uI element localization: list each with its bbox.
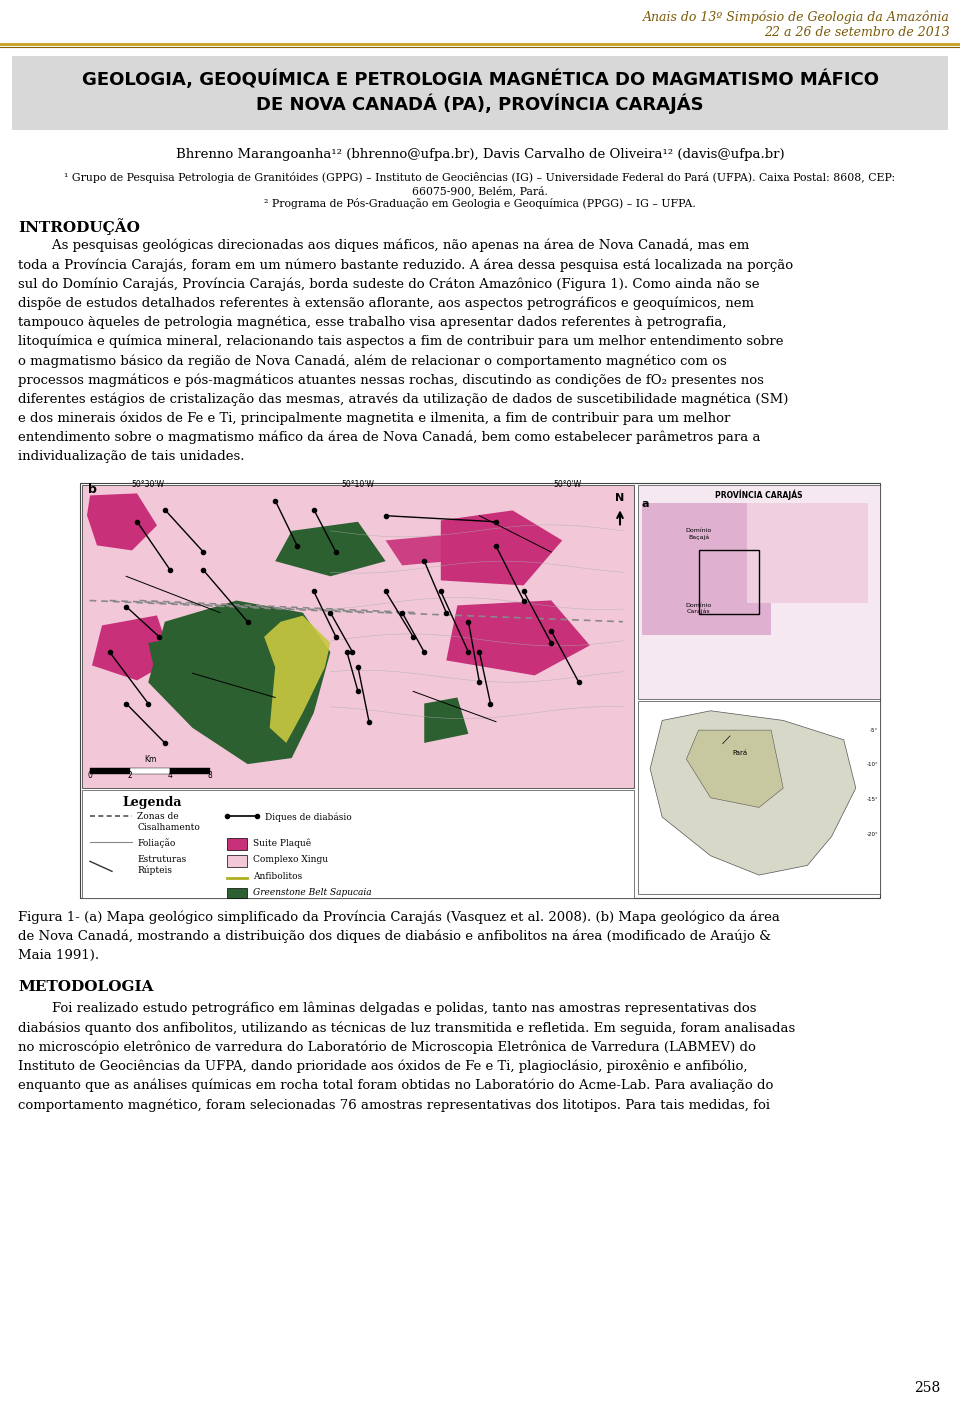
Text: dispõe de estudos detalhados referentes à extensão aflorante, aos aspectos petro: dispõe de estudos detalhados referentes … — [18, 296, 754, 310]
Polygon shape — [642, 503, 771, 634]
Text: Domínio
Carajás: Domínio Carajás — [685, 603, 711, 615]
Bar — [699, 550, 759, 613]
Bar — [82, 791, 634, 898]
Text: no microscópio eletrônico de varredura do Laboratório de Microscopia Eletrônica : no microscópio eletrônico de varredura d… — [18, 1041, 756, 1053]
Polygon shape — [686, 730, 783, 808]
Text: Zonas de
Cisalhamento: Zonas de Cisalhamento — [137, 812, 200, 832]
Text: diferentes estágios de cristalização das mesmas, através da utilização de dados : diferentes estágios de cristalização das… — [18, 392, 788, 406]
Text: 50°0'W: 50°0'W — [554, 481, 582, 489]
Text: processos magmáticos e pós-magmáticos atuantes nessas rochas, discutindo as cond: processos magmáticos e pós-magmáticos at… — [18, 374, 764, 386]
Polygon shape — [264, 616, 330, 743]
Text: DE NOVA CANADÁ (PA), PROVÍNCIA CARAJÁS: DE NOVA CANADÁ (PA), PROVÍNCIA CARAJÁS — [256, 93, 704, 113]
Text: entendimento sobre o magmatismo máfico da área de Nova Canadá, bem como estabele: entendimento sobre o magmatismo máfico d… — [18, 431, 760, 444]
Polygon shape — [441, 510, 563, 585]
Text: 50°30'W: 50°30'W — [132, 481, 165, 489]
Text: Bhrenno Marangoanha¹² (bhrenno@ufpa.br), Davis Carvalho de Oliveira¹² (davis@ufp: Bhrenno Marangoanha¹² (bhrenno@ufpa.br),… — [176, 148, 784, 161]
Text: Domínio
Baçajá: Domínio Baçajá — [685, 529, 711, 540]
Text: 4: 4 — [168, 771, 173, 780]
Text: Km: Km — [144, 756, 156, 764]
Text: -10°: -10° — [866, 763, 878, 767]
Text: litoquímica e química mineral, relacionando tais aspectos a fim de contribuir pa: litoquímica e química mineral, relaciona… — [18, 336, 783, 348]
Polygon shape — [87, 493, 157, 550]
Text: a: a — [642, 499, 650, 509]
Text: 50°10'W: 50°10'W — [342, 481, 374, 489]
Bar — [82, 485, 634, 788]
Text: 0: 0 — [87, 771, 92, 780]
Text: Estruturas
Rúpteis: Estruturas Rúpteis — [137, 856, 186, 876]
Bar — [80, 484, 880, 898]
Bar — [130, 768, 170, 774]
Polygon shape — [747, 503, 868, 603]
Polygon shape — [92, 615, 172, 681]
Text: Greenstone Belt Sapucaia: Greenstone Belt Sapucaia — [253, 888, 372, 897]
Text: individualização de tais unidades.: individualização de tais unidades. — [18, 450, 245, 464]
Polygon shape — [386, 536, 457, 565]
Text: -5°: -5° — [870, 728, 878, 733]
Text: e dos minerais óxidos de Fe e Ti, principalmente magnetita e ilmenita, a fim de : e dos minerais óxidos de Fe e Ti, princi… — [18, 412, 731, 426]
Polygon shape — [650, 711, 855, 876]
Text: Foi realizado estudo petrográfico em lâminas delgadas e polidas, tanto nas amost: Foi realizado estudo petrográfico em lâm… — [18, 1003, 756, 1015]
Text: Anfibolitos: Anfibolitos — [253, 873, 302, 881]
Text: N: N — [615, 493, 625, 503]
Text: GEOLOGIA, GEOQUÍMICA E PETROLOGIA MAGNÉTICA DO MAGMATISMO MÁFICO: GEOLOGIA, GEOQUÍMICA E PETROLOGIA MAGNÉT… — [82, 70, 878, 89]
Text: tampouco àqueles de petrologia magnética, esse trabalho visa apresentar dados re: tampouco àqueles de petrologia magnética… — [18, 316, 727, 330]
Text: comportamento magnético, foram selecionadas 76 amostras representativas dos lito: comportamento magnético, foram seleciona… — [18, 1098, 770, 1111]
Text: 2: 2 — [128, 771, 132, 780]
Text: Anais do 13º Simpósio de Geologia da Amazônia: Anais do 13º Simpósio de Geologia da Ama… — [643, 10, 950, 24]
Polygon shape — [148, 601, 330, 764]
Text: Maia 1991).: Maia 1991). — [18, 949, 99, 962]
Text: ² Programa de Pós-Graduação em Geologia e Geoquímica (PPGG) – IG – UFPA.: ² Programa de Pós-Graduação em Geologia … — [264, 197, 696, 209]
Text: METODOLOGIA: METODOLOGIA — [18, 980, 154, 994]
Bar — [170, 768, 210, 774]
Text: enquanto que as análises químicas em rocha total foram obtidas no Laboratório do: enquanto que as análises químicas em roc… — [18, 1079, 774, 1093]
Text: -15°: -15° — [866, 797, 878, 802]
Polygon shape — [446, 601, 589, 675]
Bar — [227, 856, 247, 867]
Text: diabásios quanto dos anfibolitos, utilizando as técnicas de luz transmitida e re: diabásios quanto dos anfibolitos, utiliz… — [18, 1021, 795, 1035]
Text: Foliação: Foliação — [137, 839, 176, 849]
Text: As pesquisas geológicas direcionadas aos diques máficos, não apenas na área de N: As pesquisas geológicas direcionadas aos… — [18, 240, 749, 252]
Text: 66075-900, Belém, Pará.: 66075-900, Belém, Pará. — [412, 185, 548, 196]
Text: -20°: -20° — [866, 832, 878, 838]
Text: Complexo Xingu: Complexo Xingu — [253, 856, 328, 864]
Bar — [90, 768, 130, 774]
Text: sul do Domínio Carajás, Província Carajás, borda sudeste do Cráton Amazônico (Fi: sul do Domínio Carajás, Província Carajá… — [18, 278, 759, 290]
Polygon shape — [276, 522, 386, 577]
Text: 22 a 26 de setembro de 2013: 22 a 26 de setembro de 2013 — [764, 25, 950, 39]
Polygon shape — [148, 637, 192, 667]
Text: toda a Província Carajás, foram em um número bastante reduzido. A área dessa pes: toda a Província Carajás, foram em um nú… — [18, 258, 793, 272]
Text: Instituto de Geociências da UFPA, dando prioridade aos óxidos de Fe e Ti, plagio: Instituto de Geociências da UFPA, dando … — [18, 1059, 748, 1073]
Text: 258: 258 — [914, 1380, 940, 1394]
Text: 8: 8 — [207, 771, 212, 780]
Text: PROVÍNCIA CARAJÁS: PROVÍNCIA CARAJÁS — [715, 489, 803, 501]
Text: o magmatismo básico da região de Nova Canadá, além de relacionar o comportamento: o magmatismo básico da região de Nova Ca… — [18, 354, 727, 368]
Bar — [638, 701, 880, 894]
Text: Pará: Pará — [732, 750, 747, 756]
Bar — [638, 485, 880, 699]
Text: Figura 1- (a) Mapa geológico simplificado da Província Carajás (Vasquez et al. 2: Figura 1- (a) Mapa geológico simplificad… — [18, 911, 780, 924]
Text: INTRODUÇÃO: INTRODUÇÃO — [18, 219, 140, 235]
Bar — [227, 888, 247, 898]
Text: Legenda: Legenda — [122, 797, 181, 809]
Text: Diques de diabásio: Diques de diabásio — [265, 812, 351, 822]
Polygon shape — [424, 698, 468, 743]
Text: b: b — [88, 484, 97, 496]
Bar — [12, 56, 948, 130]
Bar — [227, 839, 247, 850]
Text: de Nova Canadá, mostrando a distribuição dos diques de diabásio e anfibolitos na: de Nova Canadá, mostrando a distribuição… — [18, 929, 771, 943]
Text: Suite Plaquê: Suite Plaquê — [253, 839, 311, 847]
Text: ¹ Grupo de Pesquisa Petrologia de Granitóides (GPPG) – Instituto de Geociências : ¹ Grupo de Pesquisa Petrologia de Granit… — [64, 172, 896, 183]
